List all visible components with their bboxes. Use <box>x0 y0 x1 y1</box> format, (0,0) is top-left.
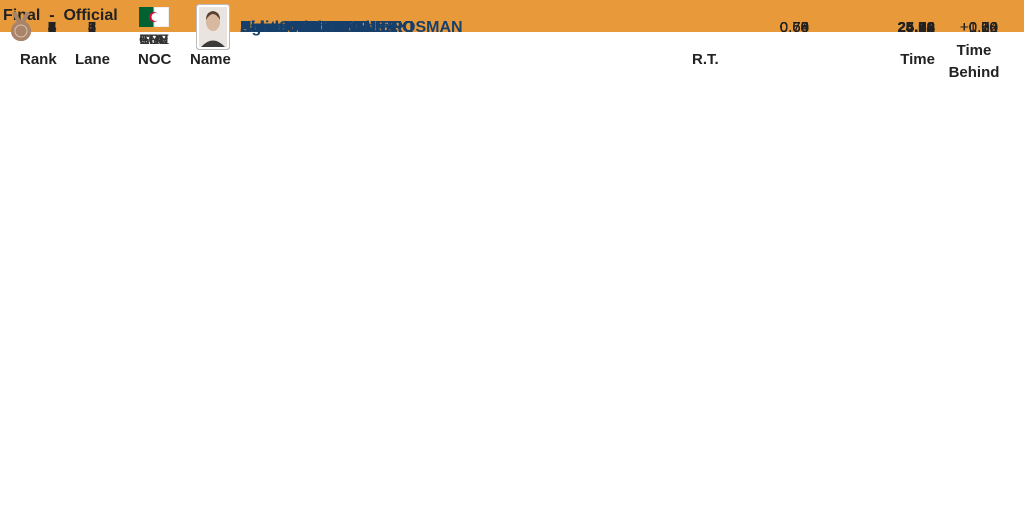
athlete-name: Kalia ANTONIOU <box>240 19 368 36</box>
header-bar <box>0 0 1024 32</box>
noc: ITA <box>143 31 165 47</box>
time-behind: +0.34 <box>960 19 998 36</box>
time: 25.02 <box>897 19 935 36</box>
rank: 5 <box>47 19 57 36</box>
noc: SRB <box>139 31 169 47</box>
rank: 3 <box>47 19 57 36</box>
time: 25.82 <box>897 19 935 36</box>
athlete-name: Anna NTOUNTOUNAKI <box>240 19 414 36</box>
time: 25.54 <box>897 19 935 36</box>
rank: 4 <box>47 19 57 36</box>
time-behind: +1.10 <box>960 19 998 36</box>
lane: 4 <box>87 19 97 36</box>
title: Final - Official <box>3 7 118 24</box>
reaction-time: 0.64 <box>779 19 809 36</box>
athlete-name: Farida Hisham Ahme OSMAN <box>240 19 463 36</box>
time-behind: 0.00 <box>968 19 998 36</box>
noc: GRE <box>138 31 170 47</box>
time: 25.70 <box>897 19 935 36</box>
col-header: R.T. <box>692 51 719 68</box>
time: 25.12 <box>897 19 935 36</box>
lane: 7 <box>87 19 97 36</box>
rank: 1 <box>47 19 57 36</box>
athlete-name: Selen OZBILEN <box>240 19 358 36</box>
time: 25.26 <box>897 19 935 36</box>
athlete-photo <box>196 4 230 54</box>
col-header: Rank <box>20 51 57 68</box>
rank: 8 <box>47 19 57 36</box>
flag <box>139 6 170 31</box>
reaction-time: 0.66 <box>779 19 809 36</box>
reaction-time: 0.69 <box>779 19 809 36</box>
lane: 5 <box>87 19 97 36</box>
lane: 6 <box>87 19 97 36</box>
time-behind: +0.20 <box>960 19 998 36</box>
noc: EGY <box>139 31 169 47</box>
lane: 1 <box>87 19 97 36</box>
noc: TUR <box>139 31 169 47</box>
reaction-time: 0.68 <box>779 19 809 36</box>
noc: ITA <box>143 31 165 47</box>
time-behind: +0.90 <box>960 19 998 36</box>
col-header: Name <box>190 51 231 68</box>
lane: 3 <box>87 19 97 36</box>
athlete-name: Amel MELIH <box>240 19 334 36</box>
athlete-name: Agata Maria AMBLER <box>240 19 403 36</box>
rank: 7 <box>47 19 57 36</box>
reaction-time: 0.70 <box>779 19 809 36</box>
col-header: NOC <box>138 51 172 68</box>
athlete-name: Nina STANISAVLJEVIC <box>240 19 414 36</box>
time-behind: +0.62 <box>960 19 998 36</box>
noc: ALG <box>139 31 168 47</box>
medal-icon <box>10 11 32 48</box>
reaction-time: 0.66 <box>779 19 809 36</box>
lane: 2 <box>87 19 97 36</box>
rank: 6 <box>47 19 57 36</box>
reaction-time: 0.70 <box>779 19 809 36</box>
col-header: Lane <box>75 51 111 68</box>
col-header: Time Behind <box>948 42 1000 81</box>
col-header: Time <box>900 51 935 68</box>
time-behind: +0.10 <box>960 19 998 36</box>
time: 26.02 <box>897 19 935 36</box>
lane: 8 <box>87 19 97 36</box>
athlete-name: Elena CAPRETTA <box>240 19 374 36</box>
time: 24.92 <box>897 19 935 36</box>
noc: CYP <box>139 31 169 47</box>
rank: 2 <box>47 19 57 36</box>
time-behind: +0.78 <box>960 19 998 36</box>
reaction-time: 0.65 <box>779 19 809 36</box>
